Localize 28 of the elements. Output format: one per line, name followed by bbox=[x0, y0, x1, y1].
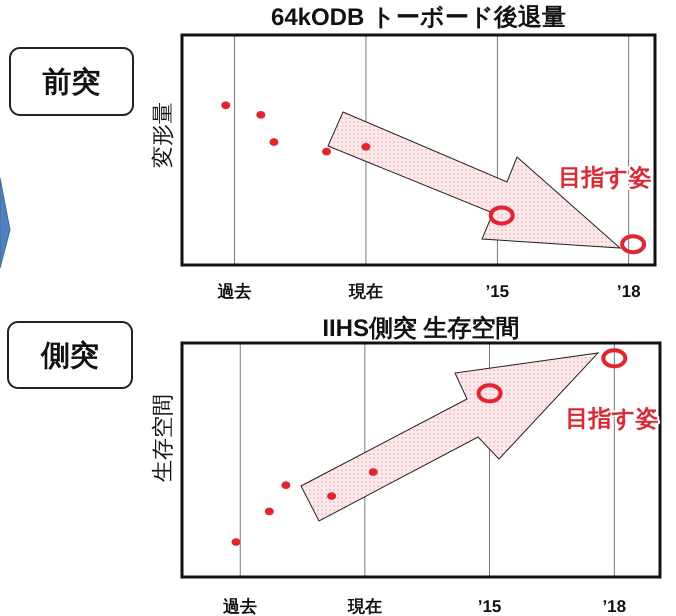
text: 側突 bbox=[40, 339, 99, 372]
point bbox=[476, 383, 503, 404]
x-tick-label: 現在 bbox=[348, 282, 383, 301]
x-tick-label: ’18 bbox=[616, 282, 641, 301]
x-tick-label: 過去 bbox=[216, 282, 252, 301]
x-tick-label: 現在 bbox=[346, 597, 382, 616]
point bbox=[361, 143, 370, 151]
point bbox=[281, 481, 290, 489]
point bbox=[256, 111, 266, 119]
y-axis-title: 変形量 bbox=[150, 102, 175, 168]
point bbox=[368, 468, 378, 476]
point bbox=[620, 234, 646, 254]
x-tick-label: ’15 bbox=[478, 597, 502, 616]
y-axis-title: 生存空間 bbox=[150, 394, 175, 482]
text: 前突 bbox=[42, 66, 100, 98]
point bbox=[264, 508, 274, 516]
point bbox=[601, 348, 628, 368]
point bbox=[322, 148, 332, 156]
point bbox=[232, 538, 241, 546]
chart-title: IIHS側突 生存空間 bbox=[322, 315, 520, 342]
x-tick-label: 過去 bbox=[222, 597, 258, 616]
point bbox=[488, 205, 515, 226]
x-tick-label: ’15 bbox=[486, 282, 510, 301]
point bbox=[221, 101, 230, 110]
chart-title: 64kODB トーボード後退量 bbox=[270, 4, 566, 31]
x-tick-label: ’18 bbox=[602, 597, 626, 616]
point bbox=[327, 492, 336, 500]
point bbox=[269, 138, 278, 146]
